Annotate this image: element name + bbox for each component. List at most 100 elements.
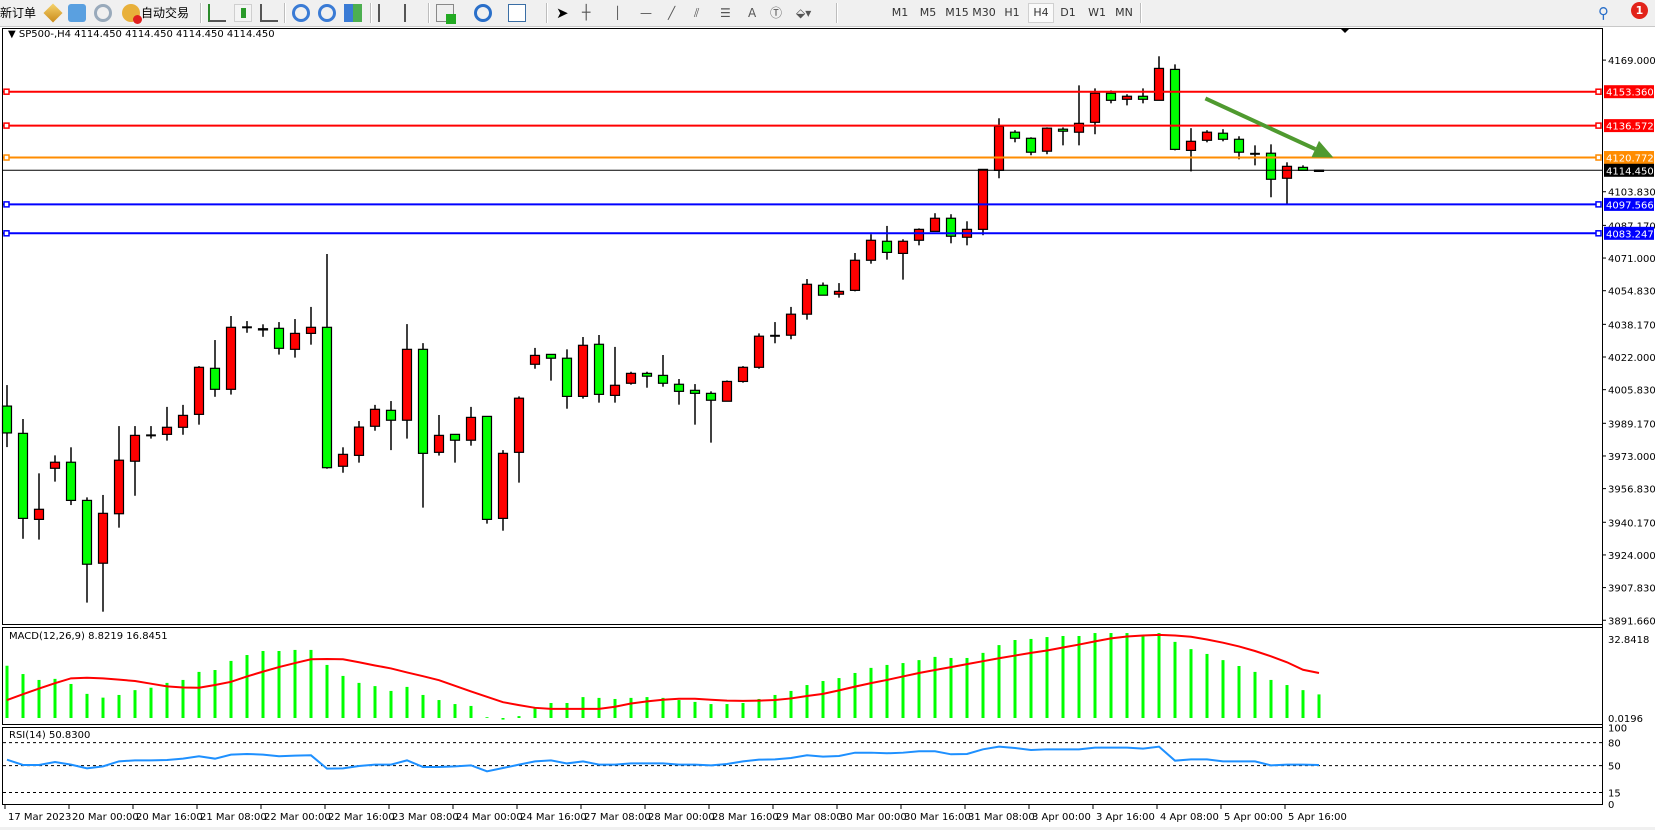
period-button-mn[interactable]: MN (1115, 6, 1133, 19)
time-axis-label: 27 Mar 08:00 (584, 812, 651, 823)
candle-body-bull (897, 240, 909, 254)
candle-body-bear (593, 343, 605, 395)
candle-body-bear (1057, 128, 1069, 132)
candle (289, 319, 301, 358)
chart-window[interactable]: 4169.0004103.8304087.1704071.0004054.830… (0, 27, 1655, 827)
rsi-axis-label: 80 (1608, 739, 1621, 750)
period-button-m5[interactable]: M5 (919, 6, 937, 19)
level-handle-right[interactable] (1595, 122, 1602, 129)
line-chart-icon[interactable] (260, 4, 278, 22)
zoom-out-icon[interactable] (318, 4, 336, 22)
macd-histogram-bar (1317, 694, 1321, 718)
macd-histogram-bar (229, 660, 233, 718)
candle (881, 225, 893, 260)
level-handle-left[interactable] (3, 88, 10, 95)
text-icon[interactable]: A (748, 6, 757, 20)
chart-canvas[interactable]: 4169.0004103.8304087.1704071.0004054.830… (0, 27, 1655, 827)
cursor-icon[interactable]: ➤ (556, 4, 569, 22)
candle (273, 322, 285, 355)
candle (993, 118, 1005, 179)
chart-shift-marker-icon[interactable] (1340, 28, 1350, 33)
chart-shift-icon[interactable] (404, 4, 422, 22)
period-button-m30[interactable]: M30 (972, 6, 996, 19)
level-handle-right[interactable] (1595, 88, 1602, 95)
zoom-in-icon[interactable] (292, 4, 310, 22)
candle (593, 334, 605, 403)
trendline-icon[interactable]: ╱ (668, 6, 676, 20)
macd-histogram-bar (1109, 633, 1113, 718)
macd-histogram-bar (677, 700, 681, 718)
candle-body-bull (1041, 127, 1053, 152)
chart-title-text: SP500-,H4 4114.450 4114.450 4114.450 411… (18, 29, 275, 40)
candle-body-bull (33, 508, 45, 520)
bar-chart-icon[interactable] (208, 4, 226, 22)
auto-trading-button[interactable]: 自动交易 (141, 6, 190, 20)
period-button-m15[interactable]: M15 (945, 6, 969, 19)
candle-body-bear (17, 432, 29, 519)
candle-body-bear (481, 415, 493, 520)
candle-body-bull (1281, 165, 1293, 179)
rsi-axis-label: 15 (1608, 788, 1621, 799)
macd-histogram-bar (453, 704, 457, 718)
period-button-h4[interactable]: H4 (1028, 3, 1054, 23)
search-icon[interactable]: ⚲ (1598, 4, 1609, 22)
auto-trading-icon[interactable] (122, 4, 142, 24)
vertical-line-icon[interactable]: │ (614, 6, 622, 20)
templates-icon[interactable] (508, 4, 526, 22)
macd-histogram-bar (821, 681, 825, 718)
level-handle-right[interactable] (1595, 154, 1602, 161)
market-watch-icon[interactable] (68, 4, 86, 22)
candle (945, 214, 957, 244)
macd-histogram-bar (357, 682, 361, 718)
trend-arrow-line[interactable] (1204, 96, 1317, 151)
candle-body-bear (545, 353, 557, 359)
auto-scroll-icon[interactable] (378, 4, 396, 22)
macd-pane[interactable] (2, 627, 1603, 725)
fibonacci-icon[interactable]: ☰ (720, 6, 731, 20)
period-button-h1[interactable]: H1 (1004, 6, 1020, 19)
macd-histogram-bar (421, 694, 425, 718)
level-price-tag-text: 4153.360 (1606, 88, 1654, 99)
order-book-icon[interactable] (43, 3, 63, 23)
horizontal-line-icon[interactable]: — (640, 6, 652, 20)
signals-icon[interactable] (94, 4, 112, 22)
arrows-icon[interactable]: ⬙▾ (796, 6, 812, 20)
tile-windows-icon[interactable] (344, 4, 362, 22)
level-handle-right[interactable] (1595, 230, 1602, 237)
toolbar-separator (836, 3, 838, 23)
price-axis-label: 4022.000 (1608, 353, 1655, 364)
candle-body-bear (1, 405, 13, 434)
text-label-icon[interactable]: Ⓣ (770, 6, 783, 20)
time-axis-label: 28 Mar 16:00 (712, 812, 779, 823)
level-handle-left[interactable] (3, 154, 10, 161)
period-button-w1[interactable]: W1 (1088, 6, 1106, 19)
candle (1153, 56, 1165, 101)
candle (193, 366, 205, 425)
candle-body-bull (513, 397, 525, 453)
chart-menu-triangle-icon[interactable]: ▼ (8, 29, 16, 40)
price-axis-label: 3924.000 (1608, 551, 1655, 562)
period-button-m1[interactable]: M1 (891, 6, 909, 19)
trend-arrow-head-icon[interactable] (1311, 140, 1334, 158)
level-handle-right[interactable] (1595, 201, 1602, 208)
candle (497, 450, 509, 531)
indicators-icon[interactable] (436, 4, 456, 24)
main-pane[interactable] (2, 28, 1603, 625)
candlestick-icon[interactable] (234, 4, 252, 22)
macd-histogram-bar (517, 716, 521, 718)
level-handle-left[interactable] (3, 122, 10, 129)
candle (865, 234, 877, 264)
new-order-button[interactable]: 新订单 (0, 6, 37, 20)
candle-body-bull (97, 512, 109, 564)
level-handle-left[interactable] (3, 201, 10, 208)
period-button-d1[interactable]: D1 (1060, 6, 1076, 19)
level-handle-left[interactable] (3, 230, 10, 237)
candle-body-bear (65, 461, 77, 502)
candle-body-bull (1073, 122, 1085, 133)
crosshair-icon[interactable]: ┼ (582, 5, 591, 21)
candle-body-bull (929, 217, 941, 232)
equidistant-channel-icon[interactable]: ⫽ (694, 6, 700, 20)
time-axis-label: 17 Mar 2023 (8, 812, 71, 823)
periods-icon[interactable] (474, 4, 492, 22)
notification-badge[interactable]: 1 (1631, 2, 1648, 19)
